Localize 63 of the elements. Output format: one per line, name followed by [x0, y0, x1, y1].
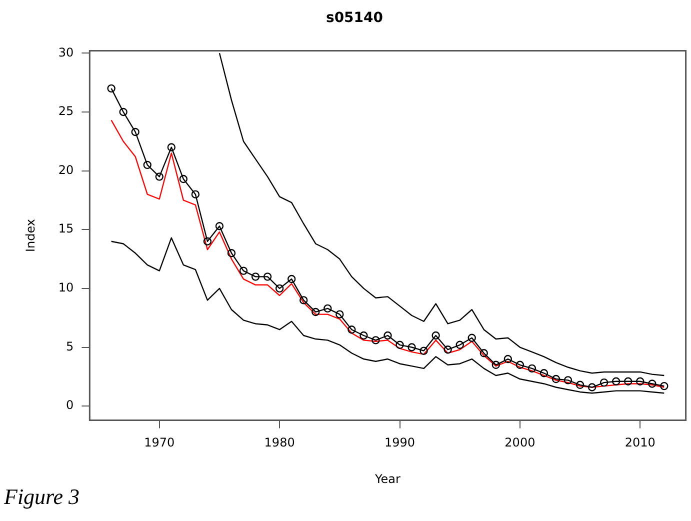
point [444, 346, 452, 354]
point [287, 274, 296, 284]
x-tick-label: 2010 [624, 436, 656, 450]
point [239, 266, 248, 275]
point [504, 354, 512, 364]
caption: Figure 3 [4, 484, 80, 510]
point [143, 160, 152, 170]
point [552, 374, 560, 384]
point [516, 360, 524, 370]
chart-title: s05140 [326, 10, 384, 26]
point [107, 84, 116, 93]
y-tick-label: 5 [66, 339, 74, 354]
point [191, 190, 200, 198]
point [612, 377, 620, 386]
y-tick-label: 15 [58, 222, 74, 236]
point [348, 326, 356, 334]
point [203, 237, 212, 246]
point [648, 380, 656, 388]
point [636, 377, 644, 386]
y-tick-label: 25 [58, 104, 74, 118]
point [227, 249, 236, 258]
point [336, 310, 344, 318]
point [324, 304, 332, 313]
y-tick-label: 30 [58, 45, 74, 60]
point [624, 377, 632, 386]
y-tick-label: 20 [58, 162, 74, 177]
point [396, 340, 404, 350]
point [468, 334, 476, 342]
point [492, 360, 500, 370]
point [384, 331, 392, 340]
point [456, 340, 464, 350]
x-tick-label: 1970 [144, 436, 175, 450]
point [660, 382, 668, 390]
x-tick-label: 1990 [384, 436, 416, 450]
point [131, 128, 140, 136]
point [251, 272, 260, 281]
point [420, 346, 428, 355]
point [588, 383, 596, 392]
point [300, 296, 308, 304]
point [576, 380, 584, 390]
point [600, 378, 608, 387]
x-tick-label: 1980 [264, 436, 295, 450]
point [480, 349, 488, 358]
point [372, 336, 380, 344]
point [408, 343, 416, 352]
point [275, 284, 284, 293]
point [167, 143, 176, 152]
point [564, 376, 572, 384]
x-tick-label: 2000 [504, 436, 536, 450]
y-axis-title: Index [23, 218, 38, 252]
y-tick-label: 0 [66, 398, 74, 412]
y-tick-label: 10 [58, 280, 74, 295]
point [119, 108, 128, 116]
point [312, 308, 320, 316]
point [528, 364, 536, 373]
point [540, 369, 548, 378]
point [360, 331, 368, 340]
point [263, 272, 272, 281]
point [179, 174, 188, 184]
x-axis-title: Year [374, 472, 401, 486]
point [155, 172, 164, 181]
point [215, 222, 224, 230]
point [432, 331, 440, 340]
